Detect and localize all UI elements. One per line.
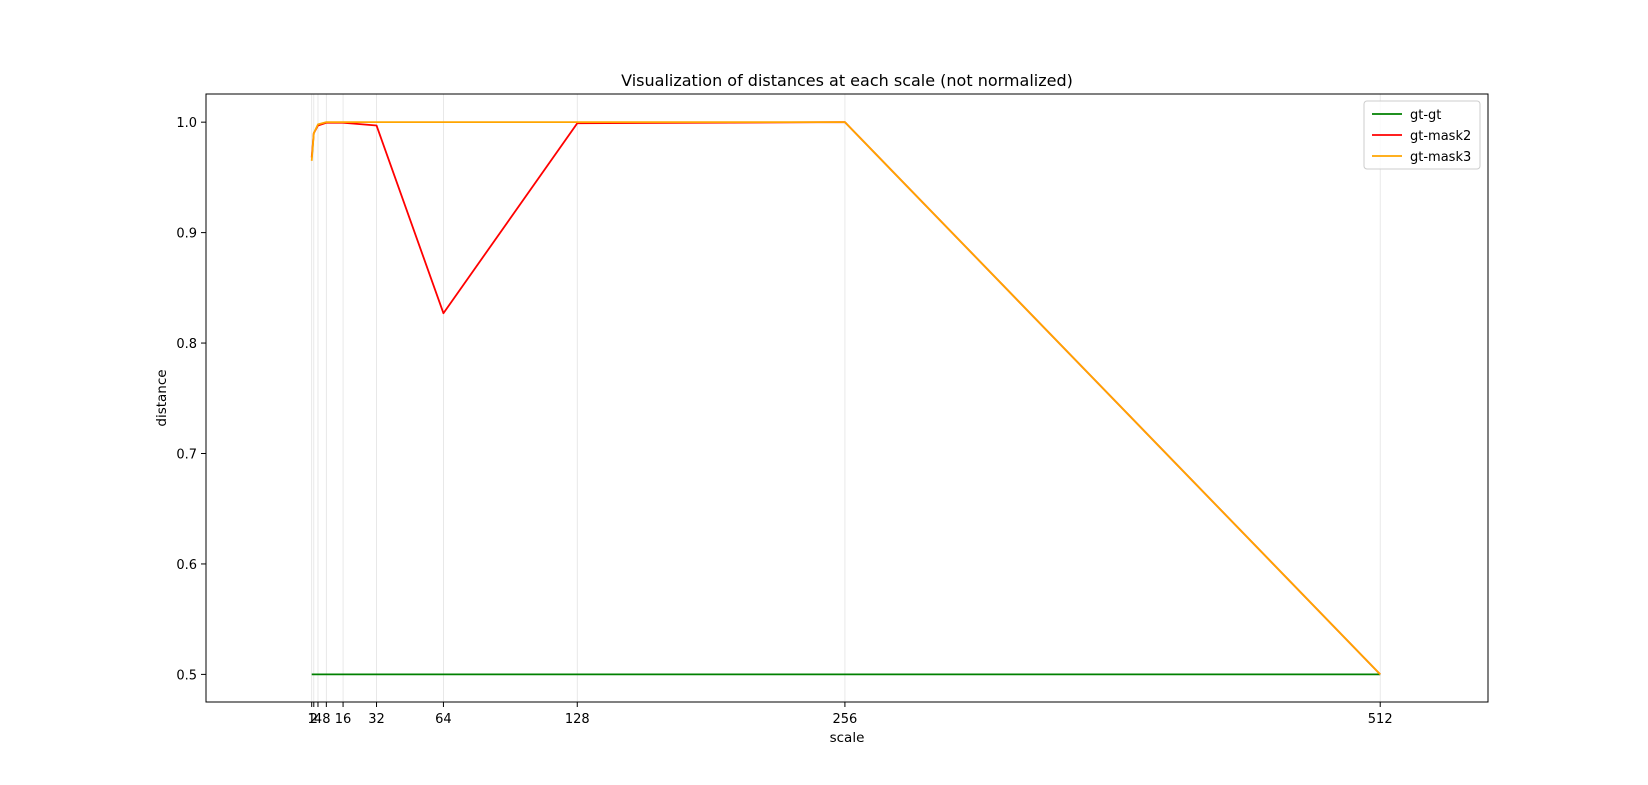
plot-area-frame xyxy=(205,93,1489,703)
y-tick-label: 0.8 xyxy=(176,337,197,352)
legend: gt-gt gt-mask2 gt-mask3 xyxy=(1363,100,1481,170)
series-layer xyxy=(310,121,1381,676)
x-tick-label: 4 xyxy=(314,712,322,727)
y-tick-label: 0.5 xyxy=(176,668,197,683)
x-tick-label: 2 xyxy=(310,712,318,727)
y-axis-ticks: 0.5 0.6 0.7 0.8 0.9 1.0 xyxy=(176,116,206,683)
x-tick-label: 8 xyxy=(322,712,330,727)
x-tick-label: 1 xyxy=(308,712,316,727)
legend-label-gt-gt: gt-gt xyxy=(1410,108,1441,123)
x-tick-label: 64 xyxy=(435,712,452,727)
x-tick-label: 256 xyxy=(832,712,857,727)
legend-label-gt-mask2: gt-mask2 xyxy=(1410,129,1471,144)
x-tick-label: 128 xyxy=(565,712,590,727)
y-axis-label: distance xyxy=(154,369,170,426)
y-tick-label: 0.9 xyxy=(176,227,197,242)
y-tick-label: 1.0 xyxy=(176,116,197,131)
y-tick-label: 0.6 xyxy=(176,558,197,573)
legend-label-gt-mask3: gt-mask3 xyxy=(1410,150,1471,165)
x-axis-label: scale xyxy=(830,730,865,746)
y-tick-label: 0.7 xyxy=(176,447,197,462)
grid-layer xyxy=(311,94,1381,702)
x-tick-label: 16 xyxy=(335,712,352,727)
chart-title: Visualization of distances at each scale… xyxy=(621,71,1073,90)
series-line-gt-mask3 xyxy=(310,121,1381,676)
x-tick-label: 512 xyxy=(1368,712,1393,727)
x-axis-ticks: 124 8 16 32 64 128 256 512 xyxy=(308,702,1393,727)
legend-box xyxy=(1363,100,1481,170)
x-tick-label: 32 xyxy=(368,712,385,727)
